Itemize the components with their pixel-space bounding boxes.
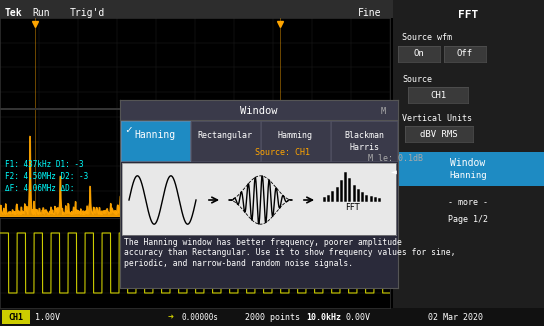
- Text: Source: Source: [402, 75, 432, 84]
- Text: Window: Window: [240, 106, 278, 116]
- Text: ➜: ➜: [168, 312, 174, 322]
- Text: dBV RMS: dBV RMS: [420, 129, 458, 139]
- Text: Rectangular: Rectangular: [197, 130, 252, 140]
- Text: 02 Mar 2020: 02 Mar 2020: [428, 313, 483, 321]
- Text: Blackman: Blackman: [344, 131, 384, 140]
- Text: Hamming: Hamming: [277, 130, 312, 140]
- Text: ✓: ✓: [125, 125, 132, 135]
- Text: Off: Off: [457, 50, 473, 58]
- Text: Page 1/2: Page 1/2: [448, 215, 488, 224]
- Text: On: On: [413, 50, 424, 58]
- Text: F2: 4.50MHz D2: -3: F2: 4.50MHz D2: -3: [5, 172, 88, 181]
- Text: Source: CH1: Source: CH1: [255, 148, 310, 157]
- Text: Trig'd: Trig'd: [70, 8, 105, 18]
- Text: ◄: ◄: [391, 167, 397, 177]
- Text: Hanning: Hanning: [449, 171, 487, 180]
- Text: Window: Window: [450, 158, 486, 168]
- Text: 2000 points: 2000 points: [245, 313, 300, 321]
- Text: M: M: [380, 107, 386, 115]
- Text: CH1: CH1: [430, 91, 446, 99]
- Text: 10.0kHz: 10.0kHz: [306, 313, 341, 321]
- Text: Vertical Units: Vertical Units: [402, 114, 472, 123]
- Text: F1: 437kHz D1: -3: F1: 437kHz D1: -3: [5, 160, 84, 169]
- Text: Harris: Harris: [349, 143, 379, 152]
- Text: FFT: FFT: [458, 10, 478, 20]
- Text: Hanning: Hanning: [134, 130, 176, 140]
- Text: - more -: - more -: [448, 198, 488, 207]
- Text: le: 0.1dB: le: 0.1dB: [378, 154, 423, 163]
- Text: M: M: [368, 154, 373, 163]
- Text: Source wfm: Source wfm: [402, 33, 452, 42]
- Text: Run: Run: [32, 8, 50, 18]
- Text: FFT: FFT: [345, 203, 360, 212]
- Text: ΔF: 4.06MHz ΔD:: ΔF: 4.06MHz ΔD:: [5, 184, 75, 193]
- Text: CH1: CH1: [9, 313, 23, 321]
- Text: 0.00V: 0.00V: [345, 313, 370, 321]
- Text: The Hanning window has better frequency, poorer amplitude
accuracy than Rectangu: The Hanning window has better frequency,…: [124, 238, 455, 268]
- Text: 1.00V: 1.00V: [35, 313, 60, 321]
- Text: Fine: Fine: [358, 8, 381, 18]
- Text: 0.00000s: 0.00000s: [182, 313, 219, 321]
- Text: Tek: Tek: [5, 8, 23, 18]
